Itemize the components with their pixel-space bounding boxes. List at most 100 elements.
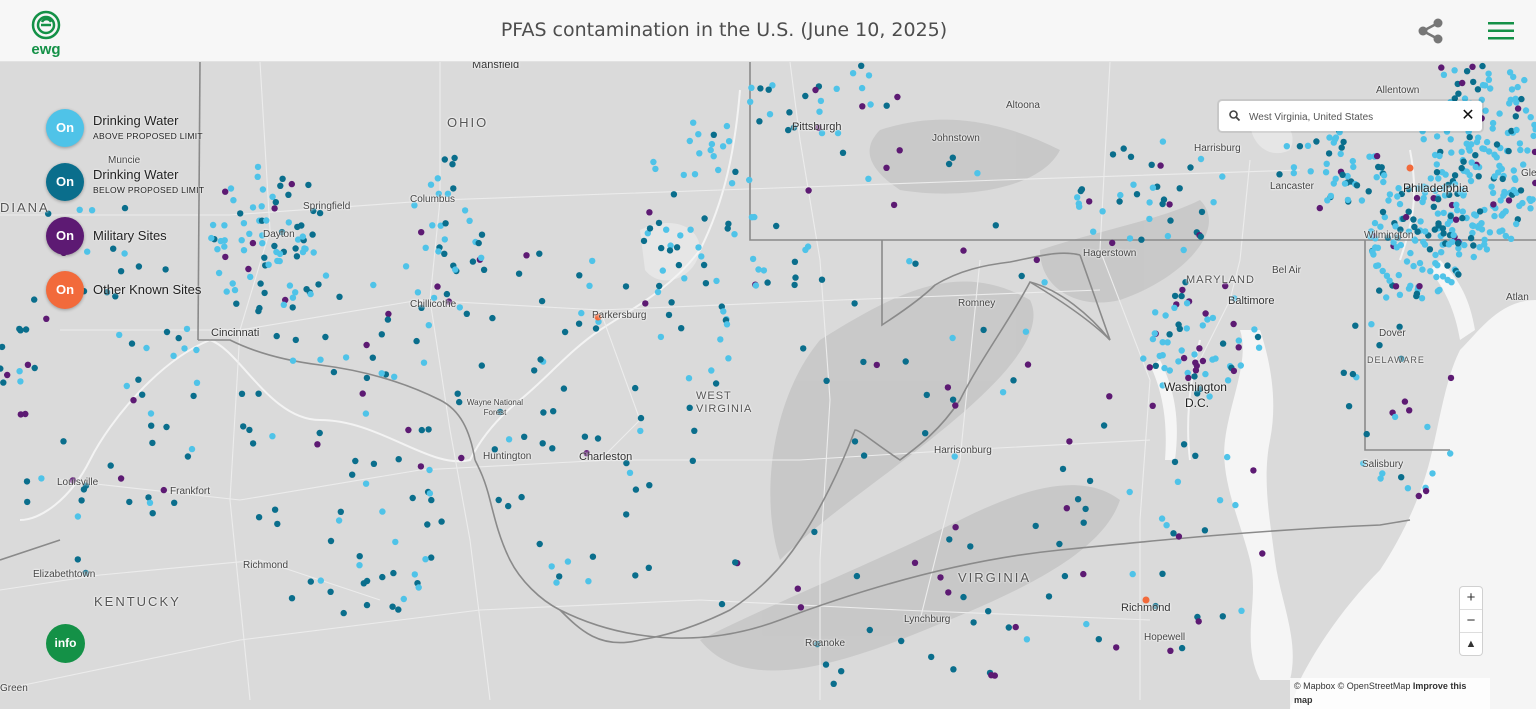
- site-above-limit[interactable]: [1499, 210, 1507, 217]
- site-below-limit[interactable]: [1032, 522, 1039, 530]
- site-below-limit[interactable]: [309, 231, 316, 238]
- search-input[interactable]: [1247, 106, 1451, 128]
- site-below-limit[interactable]: [271, 506, 279, 513]
- site-above-limit[interactable]: [548, 563, 555, 570]
- site-above-limit[interactable]: [1514, 83, 1521, 91]
- site-below-limit[interactable]: [135, 376, 142, 383]
- site-above-limit[interactable]: [289, 294, 297, 301]
- site-below-limit[interactable]: [1178, 292, 1185, 300]
- site-above-limit[interactable]: [1344, 196, 1352, 204]
- site-below-limit[interactable]: [594, 435, 602, 442]
- site-military[interactable]: [69, 477, 77, 484]
- site-above-limit[interactable]: [299, 233, 306, 240]
- site-military[interactable]: [952, 524, 959, 531]
- site-military[interactable]: [1192, 359, 1199, 366]
- site-below-limit[interactable]: [274, 520, 281, 528]
- site-above-limit[interactable]: [1513, 99, 1520, 106]
- site-below-limit[interactable]: [1384, 234, 1392, 241]
- site-below-limit[interactable]: [1219, 340, 1227, 347]
- site-above-limit[interactable]: [227, 185, 235, 192]
- site-above-limit[interactable]: [254, 173, 261, 180]
- site-above-limit[interactable]: [1183, 300, 1191, 307]
- site-above-limit[interactable]: [865, 175, 872, 182]
- site-below-limit[interactable]: [24, 498, 31, 506]
- site-below-limit[interactable]: [1474, 86, 1482, 93]
- site-below-limit[interactable]: [389, 603, 396, 610]
- site-below-limit[interactable]: [1191, 373, 1198, 380]
- site-above-limit[interactable]: [1496, 162, 1503, 169]
- site-above-limit[interactable]: [1379, 267, 1386, 275]
- site-above-limit[interactable]: [434, 175, 441, 182]
- site-above-limit[interactable]: [1522, 107, 1530, 114]
- site-above-limit[interactable]: [269, 433, 276, 440]
- site-above-limit[interactable]: [1451, 67, 1458, 74]
- site-above-limit[interactable]: [1396, 291, 1404, 298]
- site-above-limit[interactable]: [1283, 143, 1291, 150]
- site-below-limit[interactable]: [1152, 362, 1160, 369]
- site-above-limit[interactable]: [17, 378, 24, 385]
- site-below-limit[interactable]: [970, 619, 977, 626]
- toggle-military-sites-button[interactable]: On: [46, 217, 84, 255]
- site-military[interactable]: [1422, 487, 1430, 495]
- site-military[interactable]: [1179, 286, 1186, 294]
- site-above-limit[interactable]: [1532, 126, 1536, 133]
- site-above-limit[interactable]: [1485, 148, 1493, 155]
- site-above-limit[interactable]: [1076, 203, 1083, 210]
- site-below-limit[interactable]: [1045, 593, 1053, 600]
- site-below-limit[interactable]: [103, 289, 111, 296]
- site-below-limit[interactable]: [31, 296, 38, 303]
- site-above-limit[interactable]: [400, 595, 407, 603]
- site-above-limit[interactable]: [1432, 251, 1439, 259]
- site-military[interactable]: [1531, 148, 1536, 156]
- site-below-limit[interactable]: [497, 408, 504, 416]
- site-below-limit[interactable]: [673, 244, 681, 251]
- site-above-limit[interactable]: [1513, 126, 1520, 134]
- site-above-limit[interactable]: [746, 176, 753, 184]
- site-above-limit[interactable]: [249, 204, 257, 211]
- site-below-limit[interactable]: [1517, 187, 1525, 194]
- site-above-limit[interactable]: [221, 243, 228, 250]
- site-below-limit[interactable]: [515, 270, 523, 277]
- site-above-limit[interactable]: [849, 70, 857, 77]
- site-above-limit[interactable]: [231, 286, 239, 294]
- site-below-limit[interactable]: [946, 536, 953, 543]
- site-below-limit[interactable]: [336, 293, 343, 300]
- site-military[interactable]: [1199, 357, 1207, 365]
- site-below-limit[interactable]: [1444, 181, 1452, 189]
- site-military[interactable]: [17, 411, 24, 418]
- site-below-limit[interactable]: [316, 209, 324, 217]
- site-above-limit[interactable]: [626, 469, 634, 476]
- site-below-limit[interactable]: [980, 326, 987, 334]
- site-above-limit[interactable]: [698, 253, 705, 260]
- site-below-limit[interactable]: [1276, 171, 1283, 178]
- site-below-limit[interactable]: [623, 511, 630, 518]
- site-above-limit[interactable]: [1360, 460, 1367, 467]
- site-above-limit[interactable]: [1224, 377, 1232, 384]
- site-above-limit[interactable]: [1506, 100, 1513, 107]
- site-military[interactable]: [1222, 282, 1229, 290]
- site-above-limit[interactable]: [1163, 522, 1170, 529]
- site-above-limit[interactable]: [1199, 322, 1207, 329]
- site-military[interactable]: [1202, 310, 1209, 317]
- site-above-limit[interactable]: [1436, 152, 1443, 160]
- site-below-limit[interactable]: [443, 290, 451, 298]
- site-below-limit[interactable]: [1472, 152, 1479, 159]
- site-below-limit[interactable]: [277, 182, 284, 189]
- site-below-limit[interactable]: [469, 258, 477, 265]
- site-below-limit[interactable]: [658, 244, 665, 252]
- site-below-limit[interactable]: [1296, 143, 1304, 150]
- site-above-limit[interactable]: [1410, 262, 1417, 270]
- site-above-limit[interactable]: [1392, 223, 1399, 230]
- site-military[interactable]: [1230, 320, 1237, 328]
- site-below-limit[interactable]: [1077, 187, 1085, 195]
- site-above-limit[interactable]: [1458, 148, 1465, 155]
- site-below-limit[interactable]: [1100, 422, 1108, 429]
- site-above-limit[interactable]: [1422, 228, 1429, 235]
- site-above-limit[interactable]: [378, 370, 385, 377]
- site-below-limit[interactable]: [902, 358, 909, 365]
- site-below-limit[interactable]: [645, 564, 652, 571]
- improve-map-link[interactable]: Improve this map: [1294, 681, 1467, 705]
- site-military[interactable]: [945, 589, 952, 596]
- site-above-limit[interactable]: [1527, 205, 1534, 212]
- site-military[interactable]: [359, 390, 366, 397]
